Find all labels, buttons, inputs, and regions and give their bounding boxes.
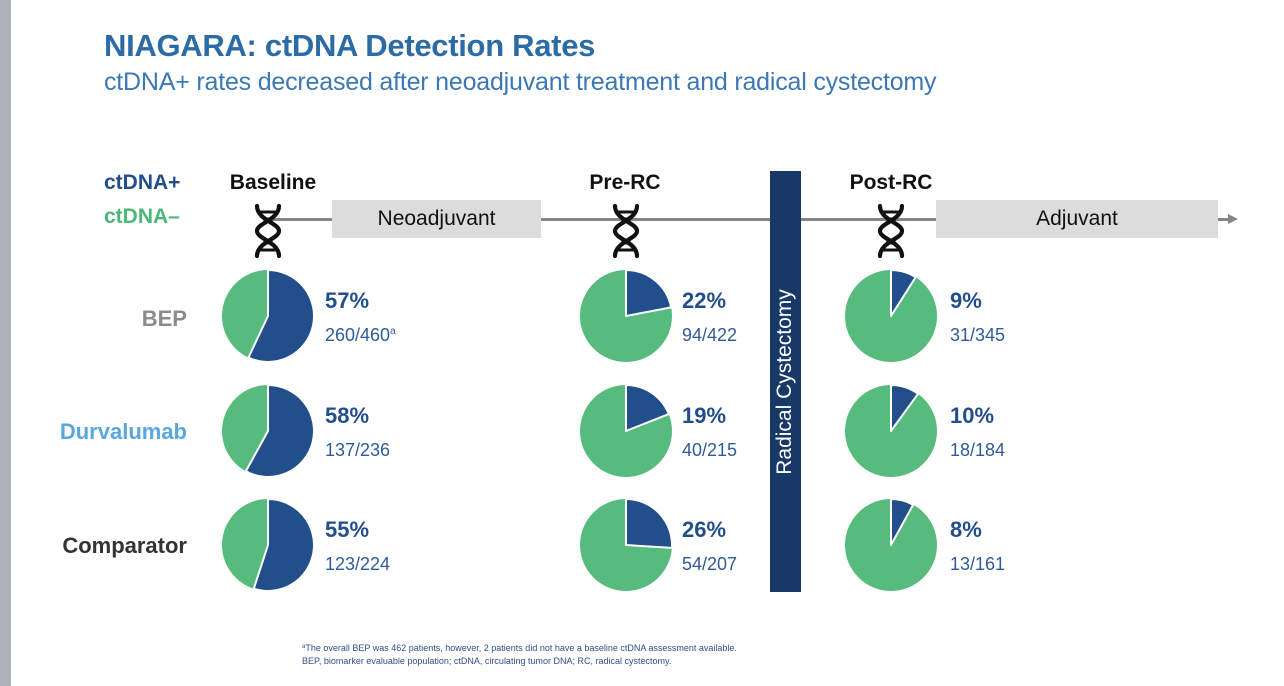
pie-slice-ctdna-positive [890,498,915,546]
row-label-durvalumab: Durvalumab [59,419,187,444]
dna-icon [877,203,905,259]
pie-percent-label: 9% [950,288,982,313]
dna-icon [612,203,640,259]
pie-percent-label: 58% [325,403,370,428]
pie-fraction-label: 18/184 [950,440,1006,460]
slide-title: NIAGARA: ctDNA Detection Rates [104,28,596,63]
timeline-arrow-icon [1228,214,1238,224]
legend-ctdna-negative: ctDNA– [104,205,180,228]
pie-percent-label: 26% [682,517,727,542]
pie-slice-ctdna-positive [890,384,920,432]
pie-durvalumab-baseline [222,384,315,478]
pie-percent-label: 22% [682,288,727,313]
row-label-comparator: Comparator [62,533,187,558]
pie-fraction-label: 54/207 [682,554,738,574]
pie-bep-baseline [222,269,315,363]
footnote: aThe overall BEP was 462 patients, howev… [302,641,737,668]
phase-label-post-rc: Post-RC [849,171,933,194]
dna-icon [254,203,282,259]
pie-percent-label: 57% [325,288,370,313]
window-edge [0,0,11,686]
pie-durvalumab-pre-rc [580,384,672,477]
pie-percent-label: 10% [950,403,995,428]
pie-slice-ctdna-positive [247,269,315,363]
pie-comparator-post-rc [845,498,937,591]
row-label-bep: BEP [141,306,187,331]
pie-fraction-label: 123/224 [325,554,391,574]
pie-slice-ctdna-positive [625,269,673,317]
pie-percent-label: 19% [682,403,727,428]
pie-slice-ctdna-positive [625,498,673,549]
pie-fraction-label: 31/345 [950,325,1006,345]
pie-bep-pre-rc [580,269,673,362]
pie-fraction-label: 13/161 [950,554,1006,574]
pie-slice-ctdna-positive [244,384,315,478]
radical-cystectomy-bar [770,171,801,592]
slide-subtitle: ctDNA+ rates decreased after neoadjuvant… [104,68,937,96]
footnote-marker: a [302,644,306,650]
pie-fraction-label: 137/236 [325,440,391,460]
pie-slice-ctdna-positive [890,269,917,317]
phase-label-pre-rc: Pre-RC [589,171,661,194]
pie-percent-label: 55% [325,517,370,542]
pie-comparator-pre-rc [580,498,673,591]
footnote-line-2: BEP, biomarker evaluable population; ctD… [302,656,672,666]
timeline-line [270,218,1228,221]
pie-percent-label: 8% [950,517,982,542]
legend-ctdna-positive: ctDNA+ [104,171,181,194]
phase-box-adjuvant: Adjuvant [936,200,1218,238]
pie-slice-ctdna-positive [625,384,670,432]
pie-durvalumab-post-rc [845,384,937,477]
pie-comparator-baseline [222,498,315,592]
pie-bep-post-rc [845,269,937,362]
pie-slice-ctdna-positive [252,498,315,592]
pie-fraction-label: 40/215 [682,440,738,460]
footnote-text-1: The overall BEP was 462 patients, howeve… [305,643,737,653]
footnote-marker: a [390,326,396,337]
pie-fraction-label: 94/422 [682,325,738,345]
pie-fraction-label: 260/460a [325,325,396,345]
phase-label-baseline: Baseline [229,171,317,194]
footnote-line-1: aThe overall BEP was 462 patients, howev… [302,641,737,655]
phase-box-neoadjuvant: Neoadjuvant [332,200,541,238]
